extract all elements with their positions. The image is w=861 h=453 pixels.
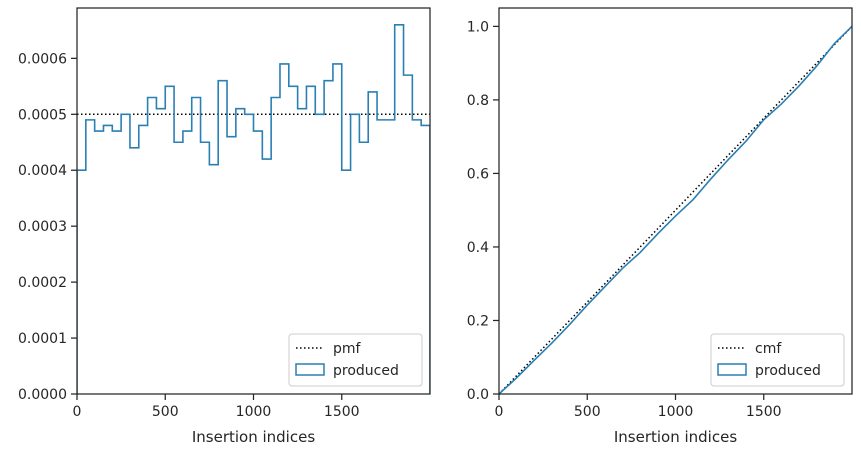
left-panel-pmf: 0 500 1000 1500 0.0000 0.0001 0.0002 0.0003 0.00… <box>18 7 431 446</box>
y-tick-label: 0.8 <box>467 93 489 109</box>
legend-produced-label: produced <box>755 363 821 379</box>
x-axis-label: Insertion indices <box>192 428 315 446</box>
x-tick-label: 1000 <box>236 404 272 420</box>
x-tick-label: 1500 <box>324 404 360 420</box>
y-tick-label: 0.0000 <box>18 387 67 403</box>
y-tick-label: 0.6 <box>467 166 489 182</box>
legend: pmf produced <box>288 333 423 387</box>
right-panel-cmf: 0 500 1000 1500 0.0 0.2 0.4 0.6 0.8 1.0 Insertion … <box>467 7 853 446</box>
y-tick-label: 0.0003 <box>18 219 67 235</box>
legend-cmf-label: cmf <box>755 341 782 357</box>
legend-frame <box>710 333 845 387</box>
x-tick-label: 1500 <box>746 404 782 420</box>
y-tick-label: 0.0005 <box>18 107 67 123</box>
legend-pmf-label: pmf <box>333 341 362 357</box>
series-produced-line <box>499 25 852 394</box>
legend-produced-label: produced <box>333 363 399 379</box>
legend: cmf produced <box>710 333 845 387</box>
series-cmf-line <box>499 25 852 394</box>
y-tick-label: 0.4 <box>467 240 489 256</box>
y-tick-label: 0.2 <box>467 313 489 329</box>
legend-frame <box>288 333 423 387</box>
y-tick-label: 0.0002 <box>18 275 67 291</box>
plot-area <box>499 25 852 394</box>
x-tick-label: 0 <box>73 404 82 420</box>
x-tick-label: 500 <box>152 404 179 420</box>
y-tick-label: 1.0 <box>467 19 489 35</box>
plot-area <box>77 23 430 394</box>
y-tick-label: 0.0 <box>467 387 489 403</box>
x-tick-label: 0 <box>495 404 504 420</box>
x-tick-label: 1000 <box>658 404 694 420</box>
legend-produced-swatch <box>295 363 325 376</box>
y-tick-label: 0.0004 <box>18 163 67 179</box>
y-tick-label: 0.0001 <box>18 331 67 347</box>
y-tick-label: 0.0006 <box>18 51 67 67</box>
legend-produced-swatch <box>717 363 747 376</box>
x-axis-label: Insertion indices <box>614 428 737 446</box>
x-tick-label: 500 <box>574 404 601 420</box>
series-produced-line <box>77 23 430 394</box>
